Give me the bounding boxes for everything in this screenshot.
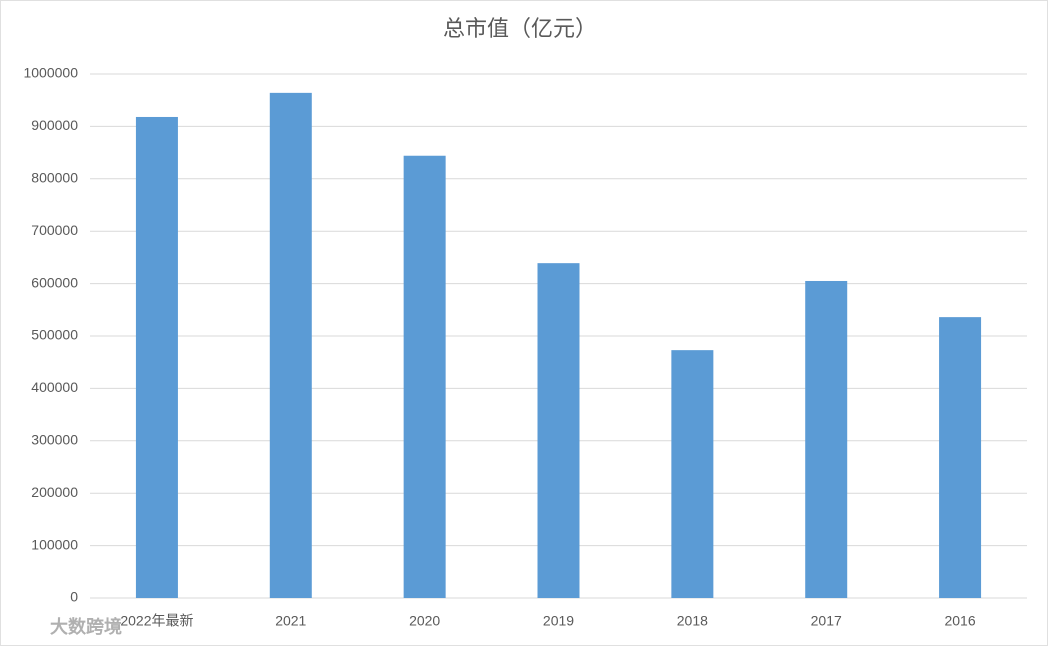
bar <box>939 317 982 598</box>
bar <box>403 155 446 598</box>
y-tick-label: 200000 <box>31 484 78 500</box>
x-tick-label: 2017 <box>811 613 842 629</box>
bar <box>269 92 312 598</box>
y-tick-label: 400000 <box>31 379 78 395</box>
x-tick-label: 2020 <box>409 613 440 629</box>
x-tick-label: 2019 <box>543 613 574 629</box>
chart-title: 总市值（亿元） <box>443 16 597 41</box>
y-tick-label: 500000 <box>31 327 78 343</box>
y-tick-label: 100000 <box>31 536 78 552</box>
y-tick-label: 800000 <box>31 170 78 186</box>
bar <box>671 350 714 598</box>
watermark: 大数跨境 <box>50 616 122 637</box>
y-tick-label: 600000 <box>31 274 78 290</box>
y-tick-label: 300000 <box>31 432 78 448</box>
bar <box>537 263 580 598</box>
x-tick-label: 2018 <box>677 613 708 629</box>
bar <box>805 280 848 598</box>
x-tick-label: 2021 <box>275 613 306 629</box>
bar <box>135 116 178 598</box>
x-tick-label: 2016 <box>944 613 975 629</box>
y-tick-label: 900000 <box>31 117 78 133</box>
y-tick-label: 0 <box>70 589 78 605</box>
y-tick-label: 1000000 <box>23 65 78 81</box>
y-tick-label: 700000 <box>31 222 78 238</box>
x-tick-label: 2022年最新 <box>120 613 193 629</box>
